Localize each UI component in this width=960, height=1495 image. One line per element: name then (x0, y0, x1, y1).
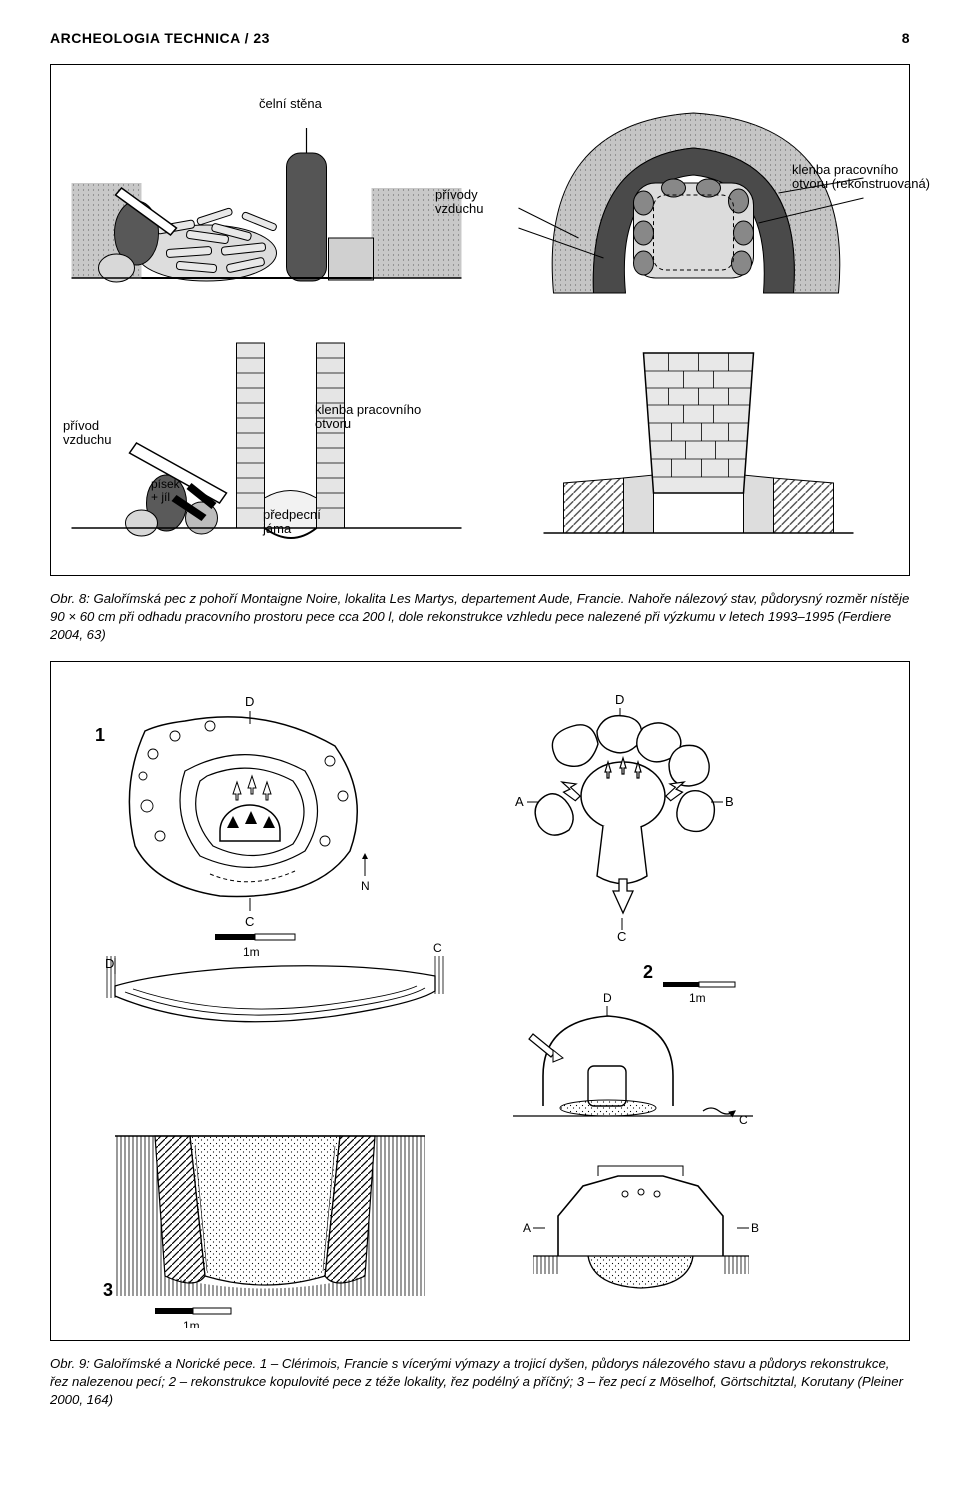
label-celni-stena: čelní stěna (259, 97, 322, 111)
svg-text:D: D (245, 694, 254, 709)
svg-text:B: B (725, 794, 734, 809)
svg-text:3: 3 (103, 1280, 113, 1300)
svg-text:C: C (433, 941, 442, 955)
page-number: 8 (902, 30, 910, 46)
svg-text:2: 2 (643, 962, 653, 982)
figure-8-caption: Obr. 8: Galořímská pec z pohoří Montaign… (50, 590, 910, 643)
svg-text:1: 1 (95, 725, 105, 745)
svg-text:D: D (603, 991, 612, 1005)
svg-text:C: C (617, 929, 626, 944)
svg-text:D: D (615, 692, 624, 707)
figure-9-caption: Obr. 9: Galořímské a Norické pece. 1 – C… (50, 1355, 910, 1408)
svg-text:1m: 1m (183, 1319, 200, 1328)
fig8-top-left: čelní stěna (63, 83, 470, 313)
label-privody-vzduchu: přívody vzduchu (435, 188, 483, 217)
svg-text:B: B (751, 1221, 759, 1235)
svg-text:C: C (739, 1113, 748, 1127)
figure-8-box: čelní stěna (50, 64, 910, 576)
fig8-bottom-right (490, 333, 897, 553)
label-privod-vzduchu: přívod vzduchu (63, 419, 111, 448)
svg-text:1m: 1m (689, 991, 706, 1005)
svg-text:A: A (523, 1221, 531, 1235)
figure-9-box: 1 (50, 661, 910, 1341)
fig8-bottom-left: přívod vzduchu písek + jíl klenba pracov… (63, 333, 470, 553)
svg-text:C: C (245, 914, 254, 929)
header-title: ARCHEOLOGIA TECHNICA / 23 (50, 30, 270, 46)
label-klenba-otvor2: klenba pracovního otvoru (315, 403, 421, 432)
svg-text:1m: 1m (243, 945, 260, 959)
label-klenba-otvor: klenba pracovního otvoru (rekonstruovaná… (792, 163, 930, 192)
label-predpecni-jama: předpecní jáma (263, 508, 321, 537)
svg-text:N: N (361, 879, 370, 893)
svg-text:A: A (515, 794, 524, 809)
label-pisek-jil: písek + jíl (151, 478, 180, 504)
fig8-top-right: přívody vzduchu klenba pracovního otvoru… (490, 83, 897, 313)
page-header: ARCHEOLOGIA TECHNICA / 23 8 (50, 30, 910, 46)
